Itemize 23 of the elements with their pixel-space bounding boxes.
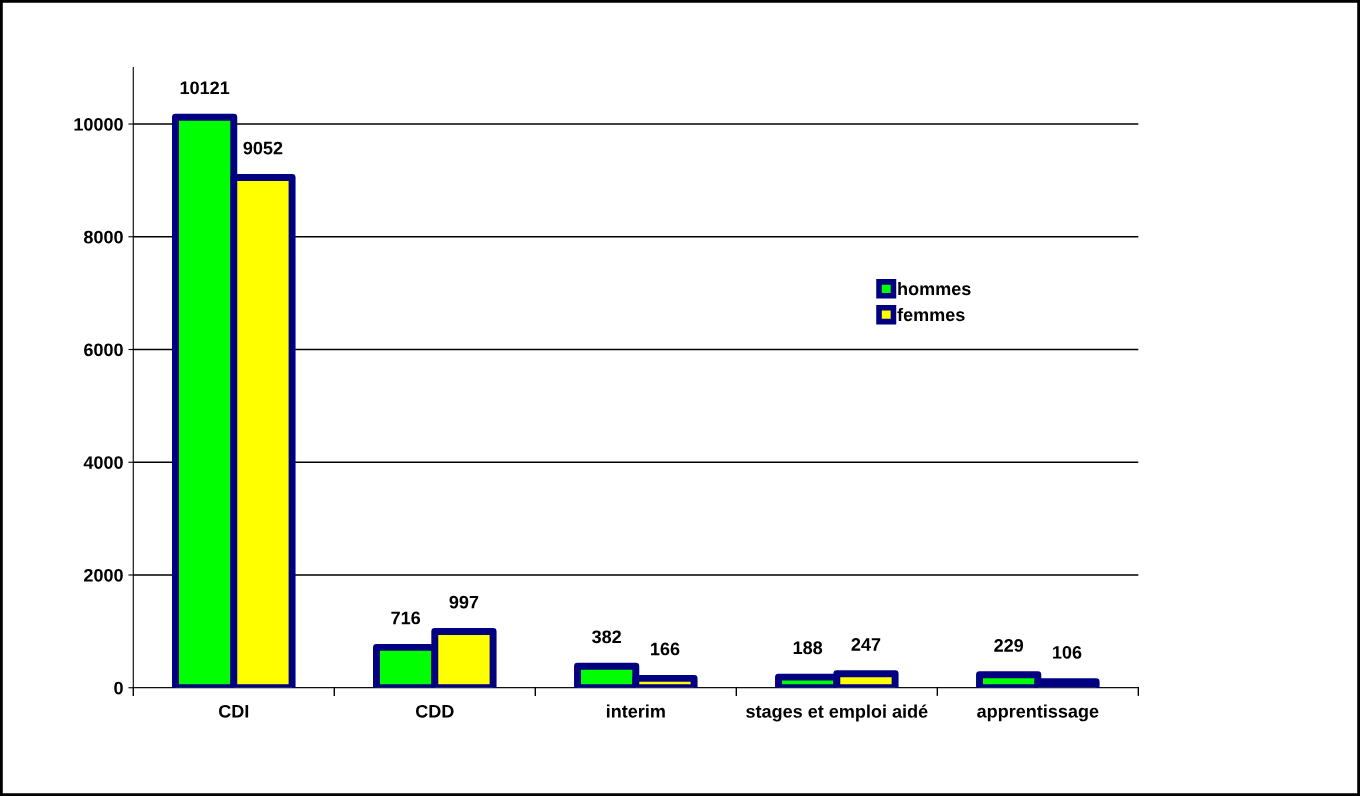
data-label: 382 [592, 630, 621, 644]
x-tick-label: CDD [415, 704, 454, 718]
y-tick-label: 8000 [83, 230, 123, 244]
legend-label: hommes [898, 281, 971, 296]
data-label: 229 [994, 639, 1024, 652]
data-label: 188 [793, 641, 823, 655]
legend-label: femmes [897, 307, 965, 322]
x-tick-label: stages et emploi aidé [746, 704, 928, 722]
data-label: 716 [391, 611, 421, 625]
x-tick-label: interim [606, 704, 665, 718]
data-label: 106 [1053, 645, 1082, 659]
y-tick-label: 6000 [84, 343, 123, 357]
y-tick-label: 4000 [83, 456, 123, 469]
data-label: 247 [851, 638, 881, 651]
data-label: 997 [449, 595, 479, 609]
y-tick-label: 10000 [74, 117, 123, 131]
x-tick-label: apprentissage [977, 704, 1099, 722]
y-tick-label: 0 [114, 681, 123, 695]
data-label: 9052 [243, 141, 283, 155]
data-label: 166 [651, 642, 680, 656]
data-label: 10121 [180, 81, 230, 95]
x-tick-label: CDI [218, 704, 249, 718]
y-tick-label: 2000 [84, 568, 123, 582]
